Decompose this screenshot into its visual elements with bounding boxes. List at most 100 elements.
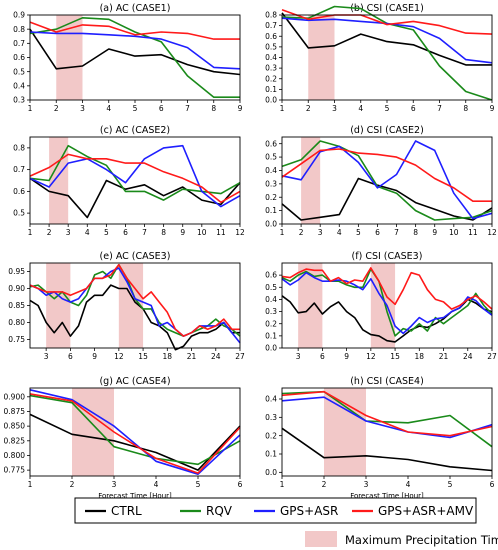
x-tick-label: 6 <box>490 480 495 489</box>
panel-title: (e) AC (CASE3) <box>100 251 171 262</box>
x-tick-label: 6 <box>411 104 416 113</box>
y-tick-label: 0.7 <box>265 21 277 30</box>
x-tick-label: 4 <box>106 104 111 113</box>
y-tick-label: 0.4 <box>265 395 277 404</box>
y-tick-label: 0.5 <box>265 153 277 162</box>
y-tick-label: 0.80 <box>8 318 25 327</box>
y-tick-label: 0.3 <box>265 64 277 73</box>
plot-frame <box>281 136 493 225</box>
series-line-gps-asr <box>29 144 241 208</box>
series-line-gps-asr <box>281 271 493 335</box>
series-line-ctrl <box>29 177 241 219</box>
x-tick-label: 6 <box>375 228 380 237</box>
x-tick-label: 6 <box>238 480 243 489</box>
series-line-rqv <box>29 144 241 201</box>
series-line-ctrl <box>29 284 240 351</box>
legend-label-gps-asr: GPS+ASR <box>280 504 338 518</box>
y-tick-label: 0.6 <box>13 53 25 62</box>
series-line-gps-asr <box>29 31 241 70</box>
x-tick-label: 7 <box>142 228 147 237</box>
series-line-rqv <box>29 394 241 466</box>
y-tick-label: 0.800 <box>4 451 26 460</box>
x-tick-label: 5 <box>133 104 138 113</box>
series-line-gps-asr-amv <box>29 393 241 474</box>
series-line-gps-asr-amv <box>281 8 493 35</box>
y-tick-label: 0.5 <box>265 283 277 292</box>
y-tick-label: 0.4 <box>265 295 277 304</box>
x-tick-label: 2 <box>54 104 59 113</box>
y-tick-label: 0.3 <box>265 179 277 188</box>
x-axis-label: Forecast Time [Hour] <box>98 492 172 500</box>
x-tick-label: 2 <box>47 228 52 237</box>
y-tick-label: 0.2 <box>265 431 277 440</box>
x-tick-label: 1 <box>28 228 33 237</box>
panel-title: (c) AC (CASE2) <box>100 125 170 136</box>
x-tick-label: 5 <box>104 228 109 237</box>
x-tick-label: 2 <box>70 480 75 489</box>
y-tick-label: 0.0 <box>265 220 277 229</box>
y-tick-label: 0.900 <box>4 392 26 401</box>
y-tick-label: 0.1 <box>265 206 277 215</box>
series-line-gps-asr <box>29 389 241 476</box>
series-line-gps-asr-amv <box>29 263 240 337</box>
y-tick-label: 0.825 <box>4 436 26 445</box>
y-tick-label: 0.2 <box>265 319 277 328</box>
series-line-ctrl <box>281 12 492 66</box>
x-tick-label: 21 <box>439 352 449 361</box>
x-tick-label: 1 <box>280 104 285 113</box>
y-tick-label: 0.90 <box>8 284 25 293</box>
x-tick-label: 21 <box>187 352 197 361</box>
plot-frame <box>29 387 241 477</box>
chart-panel-8: (h) CSI (CASE4) 1 2 3 4 5 6 0.0 0.1 0.2 0.3 0.4 Fore… <box>265 376 495 500</box>
panel-title: (g) AC (CASE4) <box>99 376 170 387</box>
x-tick-label: 1 <box>280 228 285 237</box>
y-tick-label: 0.4 <box>265 166 277 175</box>
x-tick-label: 3 <box>364 480 369 489</box>
x-tick-label: 7 <box>437 104 442 113</box>
series-line-gps-asr-amv <box>29 21 240 40</box>
series-line-gps-asr-amv <box>281 267 493 310</box>
chart-panel-5: (e) AC (CASE3) 3 6 9 12 15 18 21 24 27 0.75 0.80 0.8… <box>8 251 245 361</box>
legend-frame <box>74 497 477 524</box>
x-tick-label: 12 <box>487 228 497 237</box>
y-tick-label: 0.0 <box>265 96 277 105</box>
series-line-gps-asr <box>281 396 493 439</box>
plot-frame <box>281 14 493 101</box>
y-tick-label: 0.4 <box>265 53 277 62</box>
series-line-rqv <box>29 16 240 98</box>
x-tick-label: 6 <box>159 104 164 113</box>
max-precip-band <box>72 388 114 476</box>
x-tick-label: 1 <box>280 480 285 489</box>
y-tick-label: 0.0 <box>265 468 277 477</box>
max-precip-band <box>370 263 396 348</box>
x-tick-label: 3 <box>44 352 49 361</box>
x-tick-label: 3 <box>66 228 71 237</box>
highlight-swatch <box>305 531 337 547</box>
x-tick-label: 27 <box>487 352 497 361</box>
x-tick-label: 10 <box>449 228 459 237</box>
x-tick-label: 4 <box>406 480 411 489</box>
x-tick-label: 18 <box>163 352 173 361</box>
legend-label-ctrl: CTRL <box>111 504 142 518</box>
y-tick-label: 0.875 <box>4 407 26 416</box>
y-tick-label: 0.5 <box>13 67 25 76</box>
x-tick-label: 24 <box>463 352 473 361</box>
x-tick-label: 4 <box>358 104 363 113</box>
y-tick-label: 0.3 <box>265 307 277 316</box>
y-tick-label: 0.775 <box>4 466 26 475</box>
y-tick-label: 0.2 <box>265 74 277 83</box>
x-tick-label: 3 <box>112 480 117 489</box>
x-tick-label: 9 <box>344 352 349 361</box>
x-tick-label: 3 <box>80 104 85 113</box>
y-tick-label: 0.5 <box>265 42 277 51</box>
x-tick-label: 4 <box>85 228 90 237</box>
y-tick-label: 0.85 <box>8 301 25 310</box>
x-tick-label: 2 <box>299 228 304 237</box>
x-tick-label: 5 <box>385 104 390 113</box>
x-tick-label: 9 <box>490 104 495 113</box>
y-tick-label: 0.0 <box>265 344 277 353</box>
series-line-gps-asr-amv <box>281 390 493 437</box>
y-tick-label: 0.8 <box>13 25 25 34</box>
max-precip-band <box>49 137 69 224</box>
y-tick-label: 0.1 <box>265 450 277 459</box>
